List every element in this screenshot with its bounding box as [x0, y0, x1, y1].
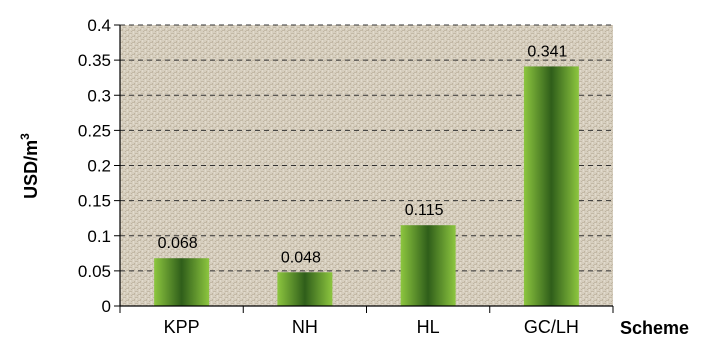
y-tick-label: 0.05	[78, 262, 111, 281]
y-tick-label: 0.35	[78, 51, 111, 70]
bar-nh	[277, 272, 332, 306]
y-tick-label: 0	[102, 297, 111, 316]
x-axis-title: Scheme	[620, 318, 689, 338]
y-tick-labels: 0 0.05 0.1 0.15 0.2 0.25 0.3 0.35 0.4	[78, 16, 111, 316]
y-tick-label: 0.15	[78, 192, 111, 211]
y-axis-title: USD/m3	[18, 133, 41, 199]
data-label: 0.341	[527, 43, 567, 60]
y-tick-label: 0.2	[87, 157, 111, 176]
x-tick-label: GC/LH	[524, 317, 579, 337]
bar-hl	[401, 225, 456, 306]
x-tick-label: KPP	[164, 317, 200, 337]
data-label: 0.115	[405, 202, 444, 219]
bar-gc-lh	[524, 66, 579, 306]
y-axis-title-superscript: 3	[18, 133, 32, 140]
y-tick-label: 0.4	[87, 16, 111, 35]
y-tick-label: 0.25	[78, 121, 111, 140]
x-tick-labels: KPP NH HL GC/LH	[164, 317, 579, 337]
data-label: 0.068	[158, 235, 198, 252]
y-tick-label: 0.3	[87, 86, 111, 105]
x-tick-label: HL	[417, 317, 440, 337]
data-label: 0.048	[281, 249, 321, 266]
y-tick-label: 0.1	[87, 227, 111, 246]
x-tick-label: NH	[292, 317, 318, 337]
bar-kpp	[154, 258, 209, 306]
